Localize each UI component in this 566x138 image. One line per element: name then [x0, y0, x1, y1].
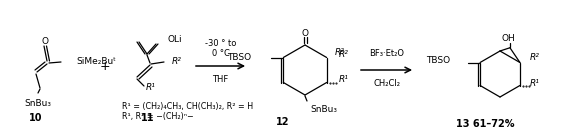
Text: R¹: R¹: [146, 83, 156, 92]
Text: TBSO: TBSO: [227, 53, 251, 62]
Text: R²: R²: [172, 58, 182, 67]
Text: CH₂Cl₂: CH₂Cl₂: [373, 79, 400, 87]
Text: +: +: [100, 59, 110, 72]
Text: 12: 12: [276, 117, 290, 127]
Text: R¹ = (CH₂)₄CH₃, CH(CH₃)₂, R² = H: R¹ = (CH₂)₄CH₃, CH(CH₃)₂, R² = H: [122, 102, 253, 111]
Text: 13 61–72%: 13 61–72%: [456, 119, 514, 129]
Text: R²: R²: [338, 50, 349, 59]
Text: O: O: [41, 36, 49, 46]
Text: 10: 10: [29, 113, 43, 123]
Text: O: O: [302, 29, 308, 38]
Text: BF₃·Et₂O: BF₃·Et₂O: [369, 50, 404, 59]
Text: OLi: OLi: [167, 35, 182, 44]
Text: TBSO: TBSO: [426, 56, 450, 65]
Text: SiMe₂Buᵗ: SiMe₂Buᵗ: [76, 56, 116, 66]
Text: R²: R²: [530, 53, 540, 62]
Text: R¹: R¹: [338, 75, 349, 84]
Text: R¹, R² = −(CH₂)ⁿ−: R¹, R² = −(CH₂)ⁿ−: [122, 112, 194, 120]
Text: SnBu₃: SnBu₃: [24, 99, 52, 108]
Text: -30 ° to: -30 ° to: [205, 39, 236, 48]
Text: SnBu₃: SnBu₃: [310, 105, 337, 114]
Text: OH: OH: [501, 34, 515, 43]
Text: 11: 11: [142, 113, 155, 123]
Text: R¹: R¹: [530, 79, 540, 88]
Text: THF: THF: [212, 75, 229, 83]
Text: R²: R²: [335, 48, 345, 57]
Text: 0 °C: 0 °C: [212, 48, 229, 58]
